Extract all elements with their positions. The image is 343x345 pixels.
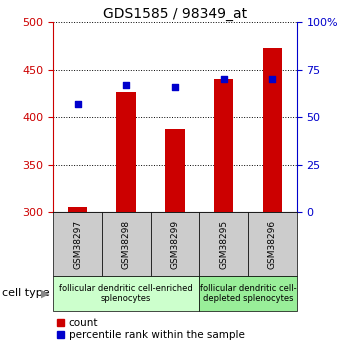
Text: GSM38295: GSM38295 bbox=[219, 219, 228, 269]
Bar bbox=[117, 92, 136, 212]
Point bbox=[75, 101, 80, 107]
Text: count: count bbox=[69, 318, 98, 327]
Text: ▶: ▶ bbox=[41, 288, 50, 298]
Point bbox=[172, 84, 178, 90]
Bar bbox=[214, 79, 233, 212]
Text: GSM38298: GSM38298 bbox=[122, 219, 131, 269]
Bar bbox=[165, 129, 185, 212]
Bar bbox=[68, 207, 87, 212]
Text: follicular dendritic cell-enriched
splenocytes: follicular dendritic cell-enriched splen… bbox=[59, 284, 193, 303]
Text: GSM38297: GSM38297 bbox=[73, 219, 82, 269]
Point bbox=[270, 77, 275, 82]
Text: GSM38299: GSM38299 bbox=[170, 219, 179, 269]
Text: follicular dendritic cell-
depleted splenocytes: follicular dendritic cell- depleted sple… bbox=[200, 284, 296, 303]
Text: GSM38296: GSM38296 bbox=[268, 219, 277, 269]
Text: cell type: cell type bbox=[2, 288, 49, 298]
Title: GDS1585 / 98349_at: GDS1585 / 98349_at bbox=[103, 7, 247, 21]
Point bbox=[221, 77, 226, 82]
Bar bbox=[263, 48, 282, 212]
Text: percentile rank within the sample: percentile rank within the sample bbox=[69, 330, 245, 339]
Point bbox=[123, 82, 129, 88]
